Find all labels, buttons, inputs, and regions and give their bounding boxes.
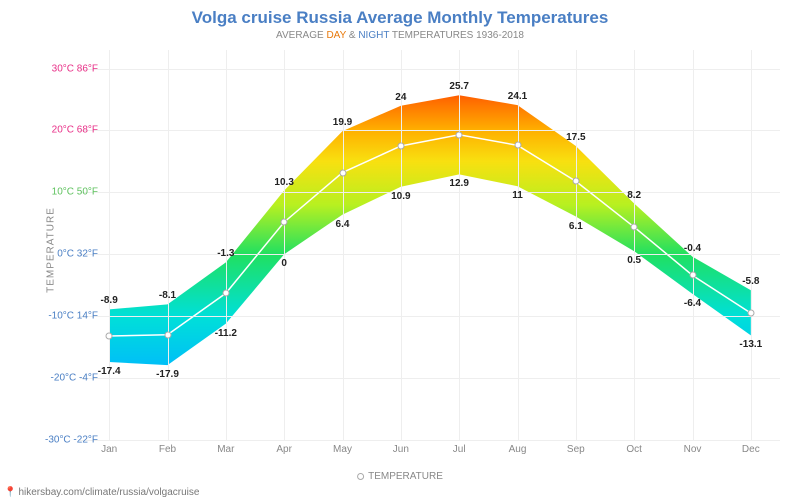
y-tick-label: -20°C -4°F xyxy=(51,373,98,384)
chart-title: Volga cruise Russia Average Monthly Temp… xyxy=(0,0,800,28)
grid-line xyxy=(109,50,110,440)
data-marker xyxy=(106,333,113,340)
y-tick-label: 0°C 32°F xyxy=(57,249,98,260)
plot-area: -8.9 -8.1 -1.3 10.3 19.9 24 25.7 24.1 17.5 8.2 -0.… xyxy=(80,50,780,440)
y-tick-label: -30°C -22°F xyxy=(45,435,98,446)
legend-marker-icon xyxy=(357,473,364,480)
y-tick-label: -10°C 14°F xyxy=(48,311,98,322)
grid-line xyxy=(284,50,285,440)
legend-label: TEMPERATURE xyxy=(368,471,443,482)
grid-line xyxy=(459,50,460,440)
grid-line xyxy=(80,254,780,255)
grid-line xyxy=(751,50,752,440)
data-marker xyxy=(689,272,696,279)
night-value-label: 10.9 xyxy=(391,191,410,202)
night-value-label: -17.4 xyxy=(98,366,121,377)
x-tick-label: Nov xyxy=(684,444,702,455)
night-value-label: 6.4 xyxy=(336,219,350,230)
x-tick-label: Feb xyxy=(159,444,176,455)
legend: TEMPERATURE xyxy=(357,471,443,482)
night-value-label: 0 xyxy=(281,258,287,269)
temperature-band xyxy=(80,50,780,440)
footer: 📍hikersbay.com/climate/russia/volgacruis… xyxy=(4,487,199,498)
data-marker xyxy=(339,169,346,176)
grid-line xyxy=(80,440,780,441)
grid-line xyxy=(80,69,780,70)
x-tick-label: Mar xyxy=(217,444,234,455)
data-marker xyxy=(397,142,404,149)
grid-line xyxy=(80,130,780,131)
x-tick-label: Jun xyxy=(393,444,409,455)
grid-line xyxy=(226,50,227,440)
grid-line xyxy=(401,50,402,440)
day-value-label: -8.1 xyxy=(159,290,176,301)
data-marker xyxy=(572,178,579,185)
y-axis-label: TEMPERATURE xyxy=(45,207,56,293)
night-value-label: -13.1 xyxy=(739,339,762,350)
data-marker xyxy=(631,224,638,231)
night-value-label: -17.9 xyxy=(156,369,179,380)
subtitle-night: NIGHT xyxy=(358,30,389,41)
day-value-label: 17.5 xyxy=(566,132,585,143)
data-marker xyxy=(164,331,171,338)
data-marker xyxy=(456,131,463,138)
x-tick-label: Apr xyxy=(276,444,292,455)
x-tick-label: Jul xyxy=(453,444,466,455)
day-value-label: 25.7 xyxy=(449,81,468,92)
x-tick-label: Sep xyxy=(567,444,585,455)
subtitle-amp: & xyxy=(346,30,358,41)
grid-line xyxy=(343,50,344,440)
y-tick-label: 20°C 68°F xyxy=(52,125,98,136)
day-value-label: 24 xyxy=(395,92,406,103)
day-value-label: -8.9 xyxy=(101,295,118,306)
night-value-label: 12.9 xyxy=(449,178,468,189)
grid-line xyxy=(576,50,577,440)
day-value-label: 19.9 xyxy=(333,117,352,128)
night-value-label: 6.1 xyxy=(569,221,583,232)
data-marker xyxy=(281,219,288,226)
x-tick-label: Oct xyxy=(626,444,642,455)
subtitle-suffix: TEMPERATURES 1936-2018 xyxy=(389,30,524,41)
y-tick-label: 10°C 50°F xyxy=(52,187,98,198)
footer-url: hikersbay.com/climate/russia/volgacruise xyxy=(18,487,199,498)
y-tick-label: 30°C 86°F xyxy=(52,63,98,74)
x-tick-label: Dec xyxy=(742,444,760,455)
subtitle-day: DAY xyxy=(326,30,346,41)
grid-line xyxy=(80,192,780,193)
night-value-label: 0.5 xyxy=(627,255,641,266)
day-value-label: 24.1 xyxy=(508,91,527,102)
day-value-label: -1.3 xyxy=(217,248,234,259)
chart-subtitle: AVERAGE DAY & NIGHT TEMPERATURES 1936-20… xyxy=(0,28,800,41)
x-tick-label: May xyxy=(333,444,352,455)
data-marker xyxy=(222,290,229,297)
x-tick-label: Jan xyxy=(101,444,117,455)
day-value-label: -0.4 xyxy=(684,243,701,254)
day-value-label: -5.8 xyxy=(742,276,759,287)
data-marker xyxy=(514,142,521,149)
day-value-label: 8.2 xyxy=(627,190,641,201)
grid-line xyxy=(168,50,169,440)
data-marker xyxy=(747,310,754,317)
grid-line xyxy=(80,316,780,317)
temperature-chart: Volga cruise Russia Average Monthly Temp… xyxy=(0,0,800,500)
x-tick-label: Aug xyxy=(509,444,527,455)
subtitle-prefix: AVERAGE xyxy=(276,30,326,41)
grid-line xyxy=(518,50,519,440)
location-pin-icon: 📍 xyxy=(4,487,16,498)
day-value-label: 10.3 xyxy=(274,177,293,188)
grid-line xyxy=(634,50,635,440)
grid-line xyxy=(80,378,780,379)
temperature-band-fill xyxy=(109,95,751,365)
night-value-label: 11 xyxy=(512,190,523,201)
night-value-label: -11.2 xyxy=(215,328,237,339)
night-value-label: -6.4 xyxy=(684,298,701,309)
